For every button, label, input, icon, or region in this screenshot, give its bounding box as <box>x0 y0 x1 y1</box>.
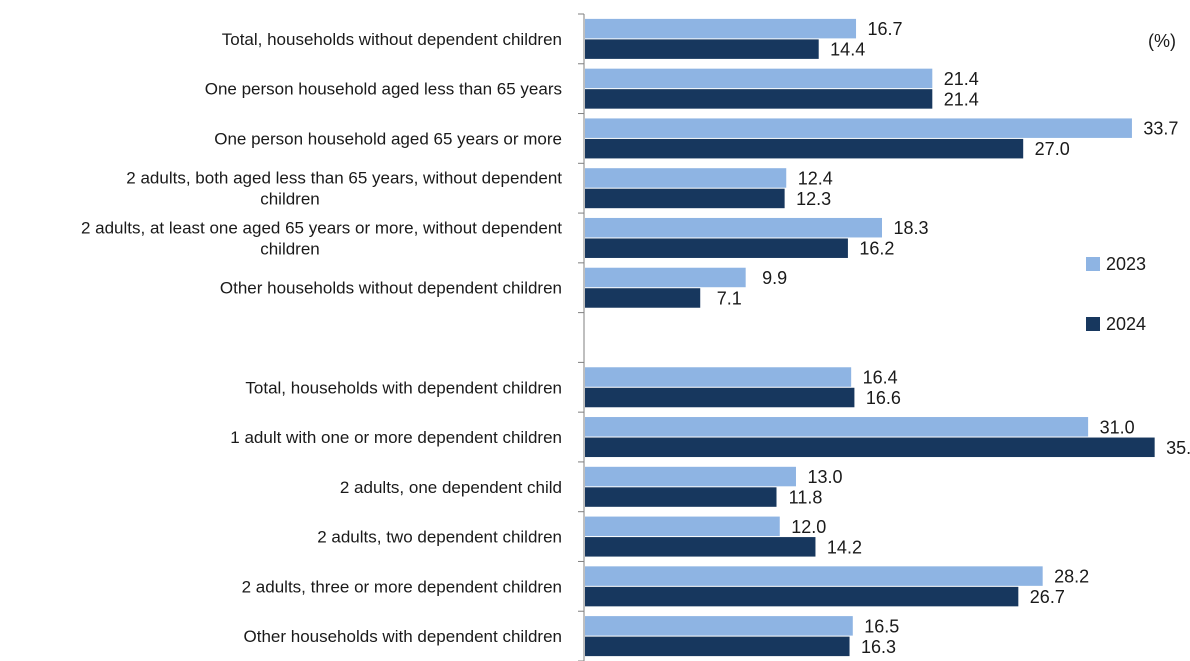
value-label: 12.4 <box>798 168 833 188</box>
category-label: children <box>260 239 320 258</box>
bar-2023 <box>585 18 857 39</box>
legend-label-2024: 2024 <box>1106 314 1146 334</box>
value-label: 16.3 <box>861 637 896 657</box>
value-label: 35.1 <box>1166 438 1190 458</box>
value-label: 14.2 <box>827 537 862 557</box>
value-label: 21.4 <box>944 69 979 89</box>
category-label: Total, households without dependent chil… <box>222 30 562 49</box>
value-label: 12.0 <box>791 517 826 537</box>
value-label: 11.8 <box>789 488 823 508</box>
value-label: 21.4 <box>944 89 979 109</box>
bar-2023 <box>585 168 787 188</box>
bar-2023 <box>585 267 746 288</box>
category-label: 2 adults, both aged less than 65 years, … <box>126 169 562 188</box>
bar-2023 <box>585 417 1089 437</box>
bar-2024 <box>585 487 777 507</box>
value-label: 12.3 <box>796 189 831 209</box>
bar-2023 <box>585 68 933 89</box>
bar-2024 <box>585 138 1024 159</box>
bar-2024 <box>585 537 816 557</box>
bar-2023 <box>585 367 852 387</box>
category-label: 2 adults, three or more dependent childr… <box>242 577 562 596</box>
value-label: 7.1 <box>717 288 742 308</box>
value-label: 13.0 <box>807 467 842 487</box>
value-label: 14.4 <box>830 40 865 60</box>
bar-2024 <box>585 586 1019 607</box>
bar-2023 <box>585 118 1132 138</box>
value-label: 16.2 <box>859 239 894 259</box>
bar-2024 <box>585 636 850 657</box>
category-label: Total, households with dependent childre… <box>245 378 562 397</box>
unit-label: (%) <box>1148 31 1176 51</box>
bar-2024 <box>585 188 785 209</box>
bar-2024 <box>585 387 855 408</box>
value-label: 16.5 <box>864 616 899 636</box>
bar-2024 <box>585 288 701 308</box>
value-label: 31.0 <box>1100 417 1135 437</box>
value-label: 16.4 <box>863 368 898 388</box>
bar-2024 <box>585 39 819 59</box>
category-label: 2 adults, two dependent children <box>317 528 562 547</box>
value-label: 27.0 <box>1035 139 1070 159</box>
value-label: 9.9 <box>762 268 787 288</box>
legend-swatch-2024 <box>1086 317 1100 331</box>
category-label: 1 adult with one or more dependent child… <box>230 428 562 447</box>
value-label: 16.6 <box>866 388 901 408</box>
bar-2023 <box>585 566 1043 586</box>
legend-label-2023: 2023 <box>1106 254 1146 274</box>
value-label: 33.7 <box>1143 119 1178 139</box>
bar-2023 <box>585 616 853 636</box>
legend: 2023 2024 <box>1086 254 1146 334</box>
category-label: Other households without dependent child… <box>220 279 562 298</box>
bar-2023 <box>585 466 796 487</box>
category-label: One person household aged less than 65 y… <box>205 80 562 99</box>
category-label: Other households with dependent children <box>244 627 563 646</box>
category-label: children <box>260 190 320 209</box>
category-label: 2 adults, one dependent child <box>340 478 562 497</box>
category-label: 2 adults, at least one aged 65 years or … <box>81 218 562 237</box>
bar-2024 <box>585 89 933 109</box>
bar-2023 <box>585 516 780 537</box>
bar-2024 <box>585 437 1155 458</box>
bar-2023 <box>585 217 882 238</box>
value-label: 18.3 <box>893 218 928 238</box>
value-label: 16.7 <box>868 19 903 39</box>
value-label: 28.2 <box>1054 567 1089 587</box>
bar-2024 <box>585 238 848 258</box>
legend-swatch-2023 <box>1086 257 1100 271</box>
value-label: 26.7 <box>1030 587 1065 607</box>
category-label: One person household aged 65 years or mo… <box>214 129 562 148</box>
